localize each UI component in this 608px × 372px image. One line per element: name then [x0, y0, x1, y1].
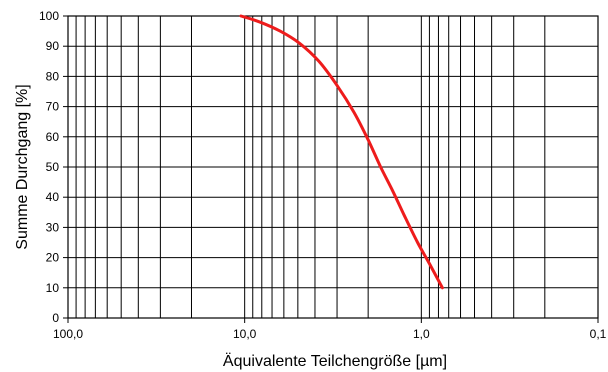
grid	[67, 15, 599, 319]
x-axis-ticks: 100,0 10,0 1,0 0,1	[53, 318, 607, 341]
y-tick-label: 20	[46, 251, 60, 265]
y-axis-title: Summe Durchgang [%]	[14, 84, 31, 249]
x-tick-label: 1,0	[413, 327, 430, 341]
y-tick-label: 80	[46, 69, 60, 83]
y-tick-label: 70	[46, 100, 60, 114]
x-tick-label: 0,1	[590, 327, 607, 341]
y-axis-ticks: 0 10 20 30 40 50 60 70 80 90 100	[39, 9, 68, 325]
series-line	[239, 14, 444, 290]
y-tick-label: 10	[46, 281, 60, 295]
y-tick-label: 90	[46, 39, 60, 53]
x-tick-label: 10,0	[233, 327, 257, 341]
series-layer	[239, 14, 444, 290]
y-tick-label: 50	[46, 160, 60, 174]
y-tick-label: 60	[46, 130, 60, 144]
y-tick-label: 0	[52, 311, 59, 325]
y-tick-label: 30	[46, 220, 60, 234]
x-tick-label: 100,0	[53, 327, 83, 341]
y-tick-label: 40	[46, 190, 60, 204]
y-tick-label: 100	[39, 9, 59, 23]
x-axis-title: Äquivalente Teilchengröße [µm]	[223, 352, 447, 370]
